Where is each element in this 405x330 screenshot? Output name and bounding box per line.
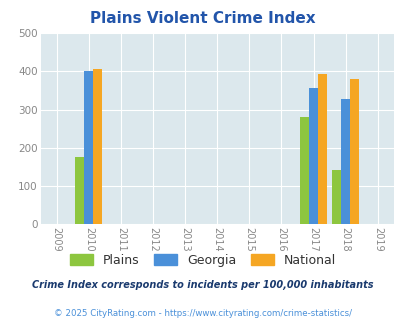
Text: Plains Violent Crime Index: Plains Violent Crime Index (90, 11, 315, 26)
Text: Crime Index corresponds to incidents per 100,000 inhabitants: Crime Index corresponds to incidents per… (32, 280, 373, 290)
Bar (340, 99, 349, 224)
Bar (93, 69, 102, 224)
Bar (349, 79, 358, 224)
Bar (299, 117, 308, 224)
Bar (84, 71, 93, 224)
Bar (317, 74, 326, 224)
Text: © 2025 CityRating.com - https://www.cityrating.com/crime-statistics/: © 2025 CityRating.com - https://www.city… (54, 309, 351, 318)
Bar (331, 170, 340, 224)
Bar (75, 157, 84, 224)
Legend: Plains, Georgia, National: Plains, Georgia, National (65, 249, 340, 272)
Bar (308, 88, 317, 224)
